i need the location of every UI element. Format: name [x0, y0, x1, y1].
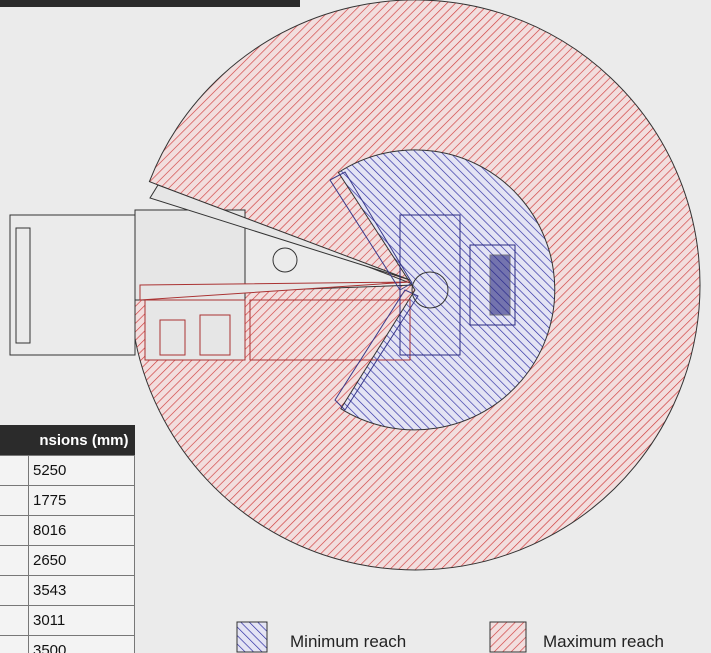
table-row: 3011 [0, 606, 135, 636]
table-cell: 8016 [29, 516, 135, 546]
table-cell [0, 486, 29, 516]
legend-label: Minimum reach [290, 632, 406, 652]
legend-swatch-maximum [490, 622, 526, 652]
table-cell: 2650 [29, 546, 135, 576]
table-row: 3543 [0, 576, 135, 606]
legend-label: Maximum reach [543, 632, 664, 652]
table-cell: 3500 [29, 636, 135, 653]
table-cell: 5250 [29, 456, 135, 486]
table-row: 5250 [0, 456, 135, 486]
table-cell [0, 546, 29, 576]
table-row: 3500 [0, 636, 135, 653]
table-cell: 3011 [29, 606, 135, 636]
table-row: 2650 [0, 546, 135, 576]
table-cell: 3543 [29, 576, 135, 606]
table-cell [0, 606, 29, 636]
table-cell: 1775 [29, 486, 135, 516]
table-row: 8016 [0, 516, 135, 546]
page: nsions (mm) 5250177580162650354330113500… [0, 0, 711, 653]
table-cell [0, 516, 29, 546]
table-cell [0, 636, 29, 653]
table-cell [0, 576, 29, 606]
table-header: nsions (mm) [0, 425, 135, 456]
table-row: 1775 [0, 486, 135, 516]
header-bar [0, 0, 300, 7]
legend-swatch-minimum [237, 622, 267, 652]
table-cell [0, 456, 29, 486]
